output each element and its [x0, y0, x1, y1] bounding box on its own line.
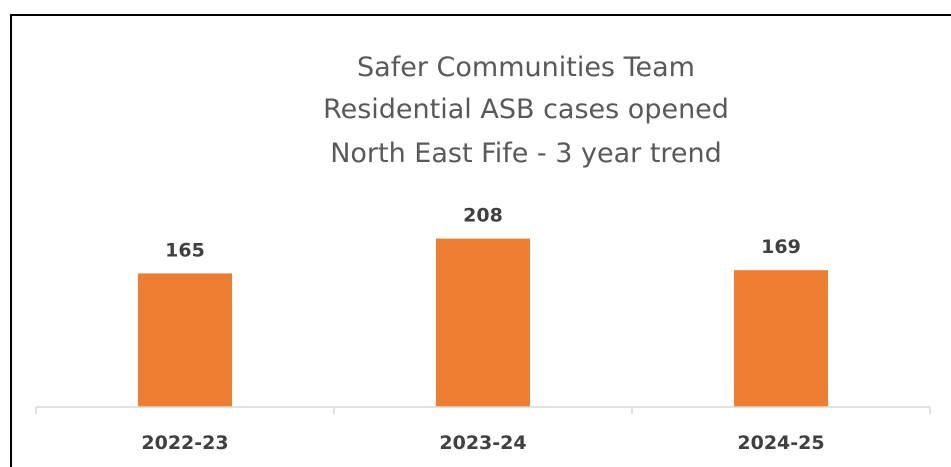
chart-title-line-2: Residential ASB cases opened: [323, 94, 729, 125]
bar-2022-23: [138, 273, 232, 407]
data-label-2022-23: 165: [165, 239, 205, 261]
chart-title-line-3: North East Fife - 3 year trend: [330, 138, 722, 169]
x-tick-label-2024-25: 2024-25: [737, 432, 824, 454]
x-tick-label-2022-23: 2022-23: [141, 432, 228, 454]
plot-area: 165 2022-23 208 2023-24 169 2024-25: [35, 205, 931, 454]
data-label-2023-24: 208: [463, 205, 503, 227]
x-tick-label-2023-24: 2023-24: [439, 432, 526, 454]
chart-title: Safer Communities Team Residential ASB c…: [323, 52, 729, 169]
bar-2023-24: [436, 238, 530, 407]
data-label-2024-25: 169: [761, 236, 801, 258]
bar-2024-25: [734, 270, 828, 407]
chart-title-line-1: Safer Communities Team: [357, 52, 695, 83]
